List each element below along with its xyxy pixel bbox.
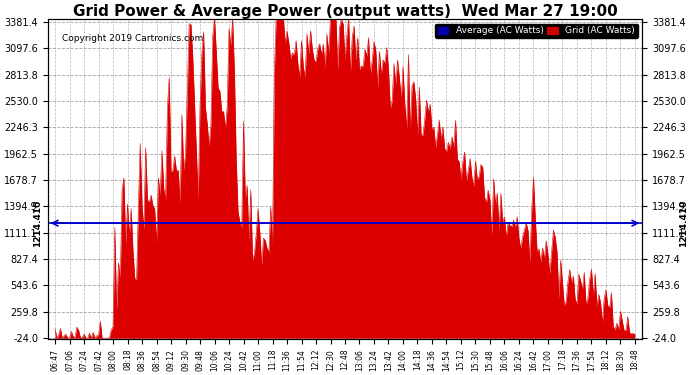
Text: Copyright 2019 Cartronics.com: Copyright 2019 Cartronics.com xyxy=(62,34,204,43)
Text: 1214.410: 1214.410 xyxy=(680,200,689,247)
Legend: Average (AC Watts), Grid (AC Watts): Average (AC Watts), Grid (AC Watts) xyxy=(435,24,638,38)
Text: 1214.410: 1214.410 xyxy=(33,200,42,247)
Title: Grid Power & Average Power (output watts)  Wed Mar 27 19:00: Grid Power & Average Power (output watts… xyxy=(72,4,618,19)
